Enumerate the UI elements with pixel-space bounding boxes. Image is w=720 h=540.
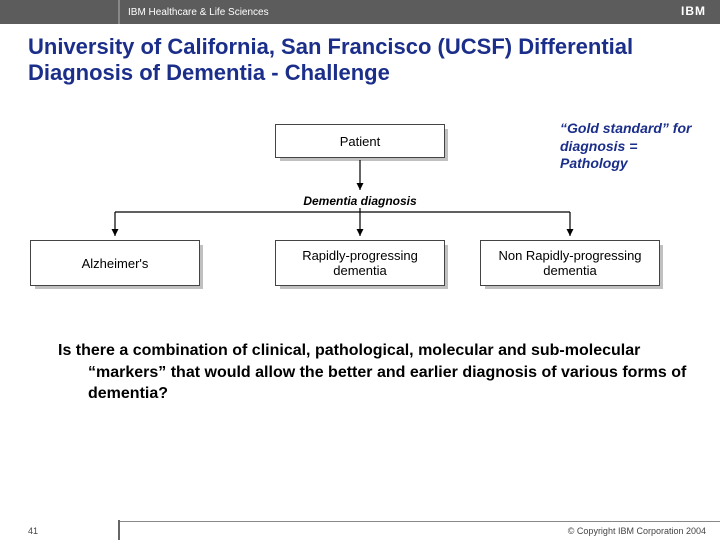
footer-accent — [0, 520, 120, 540]
header-band: IBM Healthcare & Life Sciences IBM — [0, 0, 720, 24]
node-label: Patient — [340, 134, 380, 149]
footer-divider — [120, 521, 720, 522]
dementia-diagnosis-label: Dementia diagnosis — [275, 194, 445, 208]
question-text: Is there a combination of clinical, path… — [28, 340, 692, 405]
copyright-text: © Copyright IBM Corporation 2004 — [568, 526, 706, 536]
footer: 41 © Copyright IBM Corporation 2004 — [0, 520, 720, 540]
node-patient: Patient — [275, 124, 445, 158]
header-label: IBM Healthcare & Life Sciences — [120, 7, 269, 18]
node-non-rapid-dementia: Non Rapidly-progressing dementia — [480, 240, 660, 286]
node-alzheimers: Alzheimer's — [30, 240, 200, 286]
ibm-logo: IBM — [681, 4, 706, 18]
node-label: Rapidly-progressing dementia — [282, 248, 438, 278]
header-accent — [0, 0, 120, 24]
gold-standard-note: “Gold standard” for diagnosis = Patholog… — [560, 120, 700, 173]
page-number: 41 — [28, 526, 38, 536]
slide-title: University of California, San Francisco … — [28, 34, 692, 87]
node-label: Alzheimer's — [82, 256, 149, 271]
node-rapid-dementia: Rapidly-progressing dementia — [275, 240, 445, 286]
node-label: Non Rapidly-progressing dementia — [487, 248, 653, 278]
